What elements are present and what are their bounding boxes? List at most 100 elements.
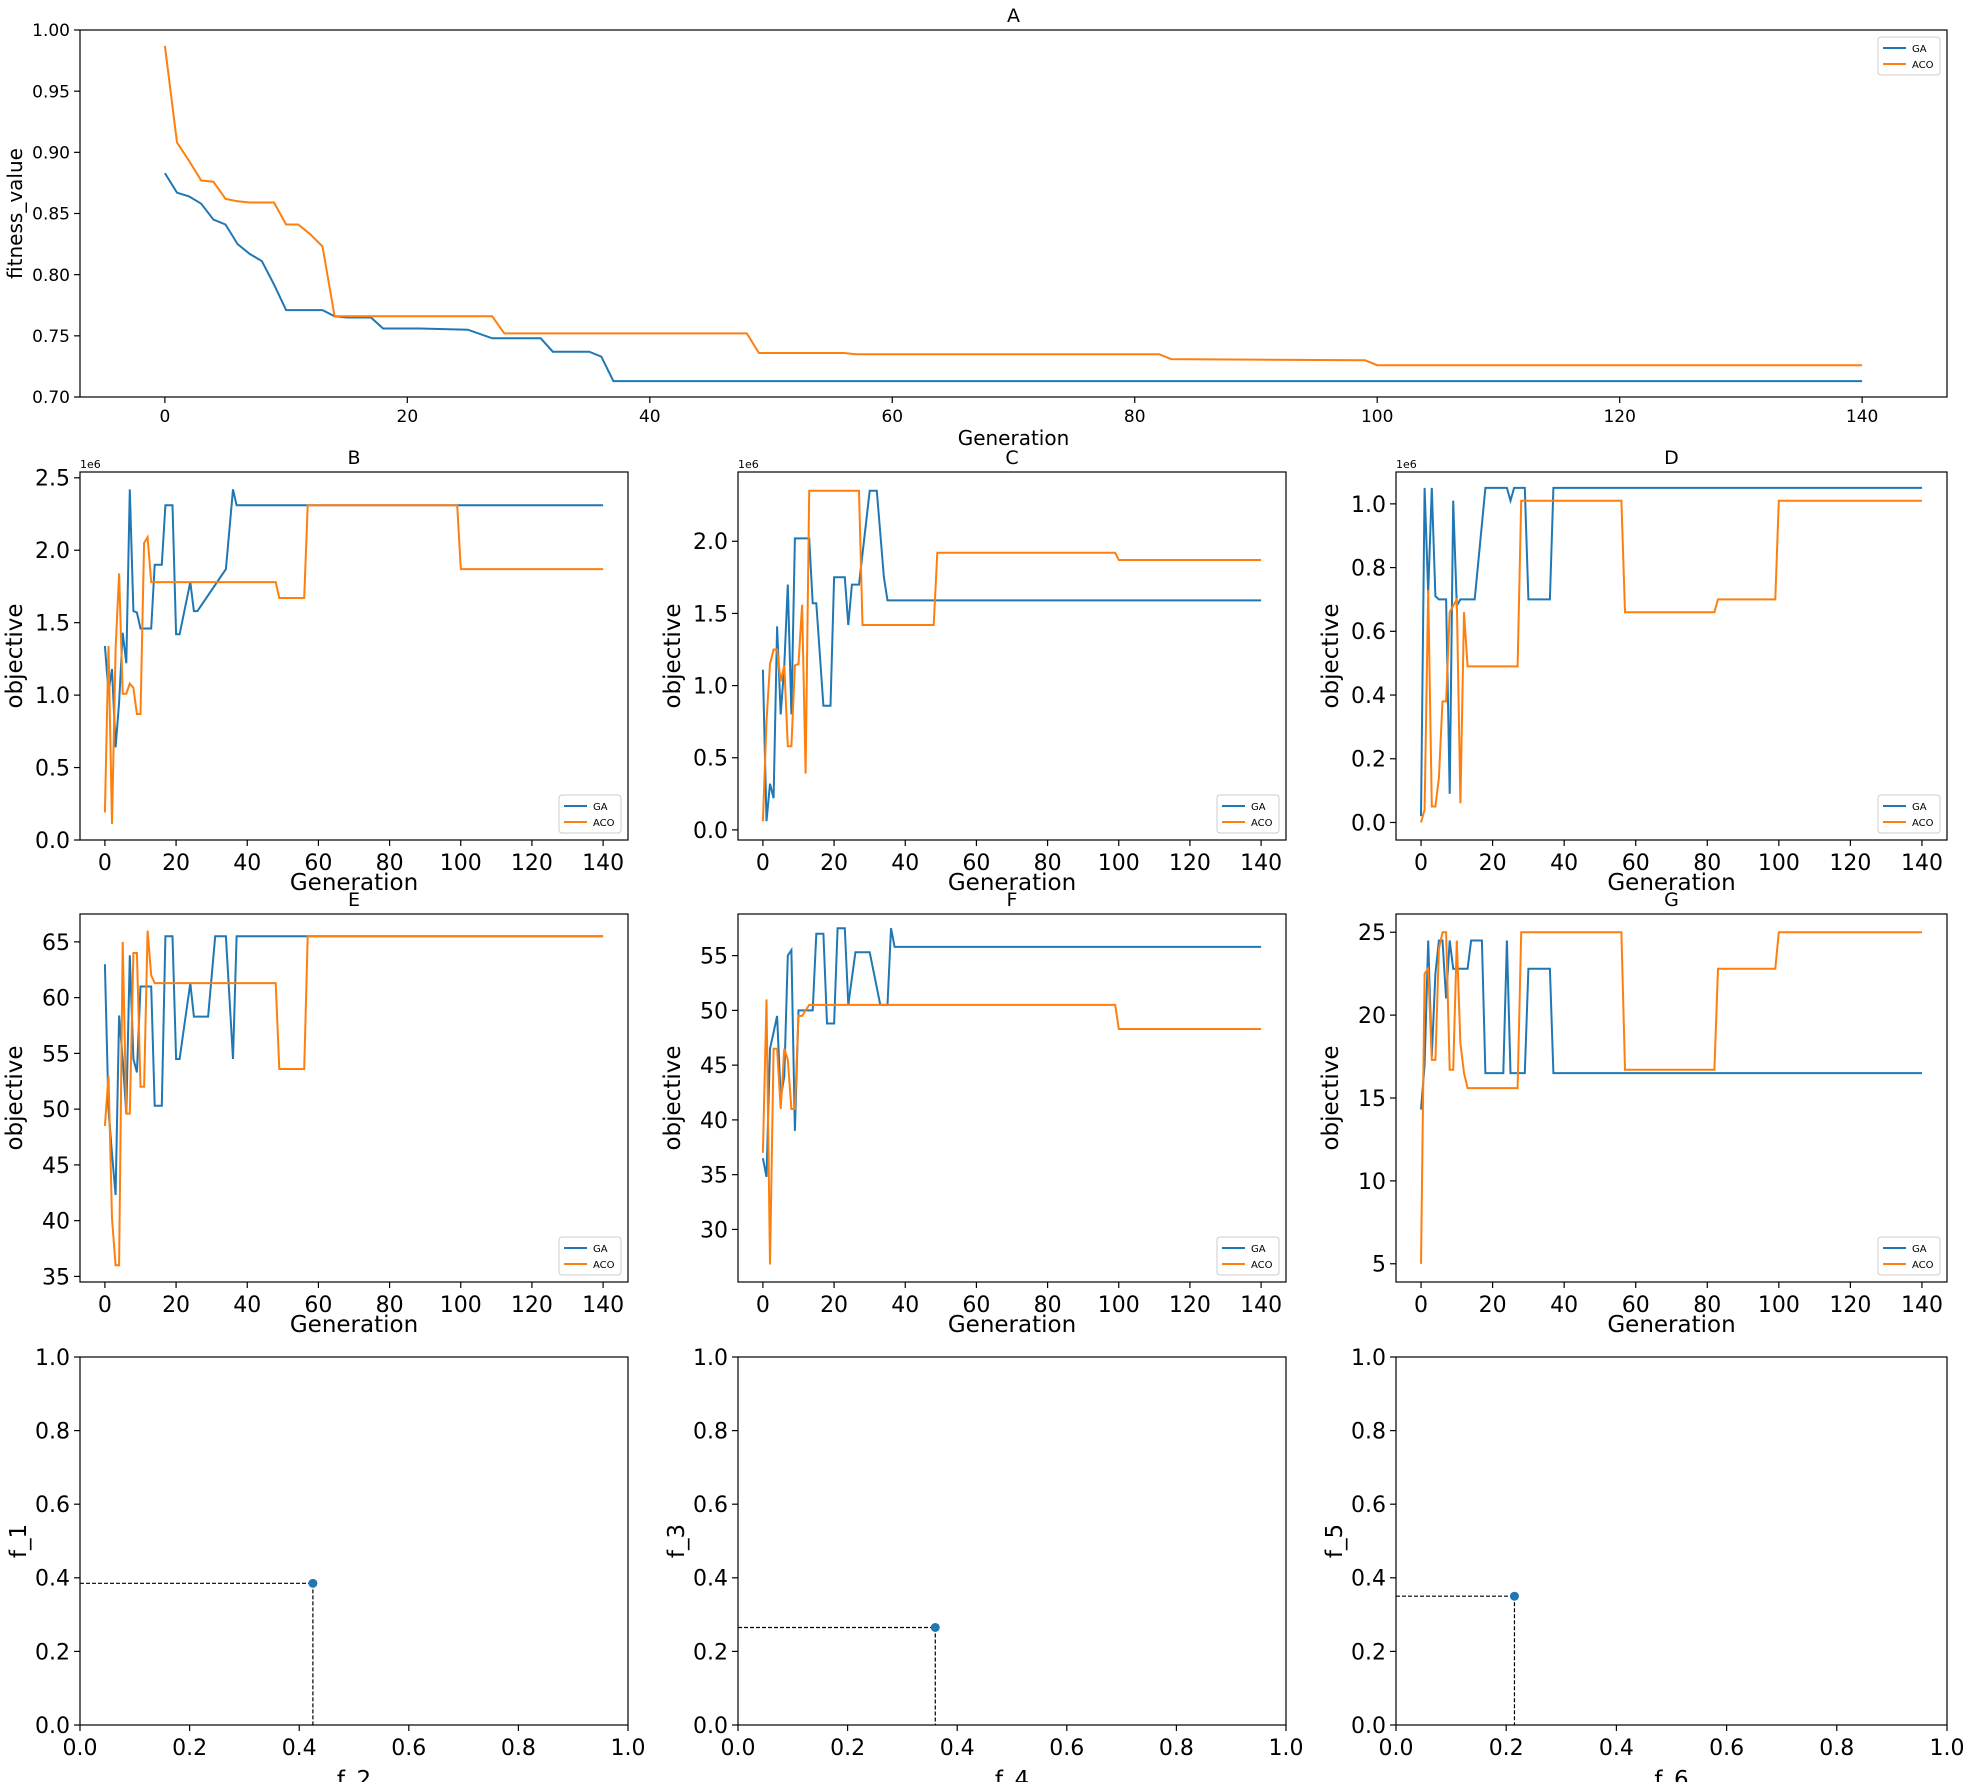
x-axis-label: Generation xyxy=(1607,870,1735,896)
legend-label-ga: GA xyxy=(1251,802,1266,813)
series-line-ga xyxy=(103,935,604,1196)
x-tick-label: 60 xyxy=(962,851,990,876)
series-line-ga xyxy=(164,172,1863,383)
x-tick-label: 60 xyxy=(881,407,903,427)
y-tick-label: 65 xyxy=(42,931,70,956)
chart-g: 0 20 40 60 80 100 120 140 5 10 15 20 25 G Generation ob… xyxy=(1318,889,1948,1338)
x-tick-label: 60 xyxy=(962,1293,990,1318)
x-tick-label: 0.6 xyxy=(1709,1736,1744,1761)
y-tick-label: 0.0 xyxy=(35,829,70,854)
y-tick-label: 1.0 xyxy=(693,1346,728,1371)
y-tick-label: 0.2 xyxy=(1351,748,1386,773)
y-tick-label: 0.6 xyxy=(35,1493,70,1518)
x-tick-label: 0.6 xyxy=(391,1736,426,1761)
x-tick-label: 120 xyxy=(511,851,553,876)
legend-label-ga: GA xyxy=(593,1244,608,1255)
series-line-ga xyxy=(761,927,1262,1178)
x-tick-label: 20 xyxy=(397,407,419,427)
y-tick-label: 0.0 xyxy=(693,1714,728,1739)
chart-title: E xyxy=(348,889,360,911)
x-tick-label: 100 xyxy=(1758,1293,1800,1318)
x-tick-label: 0.8 xyxy=(1819,1736,1854,1761)
y-tick-label: 35 xyxy=(42,1265,70,1290)
plot-frame xyxy=(1395,913,1948,1283)
y-tick-label: 1.00 xyxy=(32,21,70,41)
series-line-aco xyxy=(761,489,1262,822)
y-tick-label: 0.6 xyxy=(1351,620,1386,645)
y-axis-label: fitness_value xyxy=(3,148,27,279)
y-tick-label: 55 xyxy=(700,945,728,970)
y-tick-label: 30 xyxy=(700,1218,728,1243)
x-tick-label: 100 xyxy=(1758,851,1800,876)
x-tick-label: 60 xyxy=(304,851,332,876)
legend: GA ACO xyxy=(1216,794,1280,834)
legend-box xyxy=(1216,794,1280,834)
x-tick-label: 120 xyxy=(1829,851,1871,876)
x-tick-label: 0 xyxy=(756,851,770,876)
x-tick-label: 140 xyxy=(1240,1293,1282,1318)
axis-offset-label: 1e6 xyxy=(738,458,759,471)
legend-box xyxy=(1877,1236,1941,1276)
x-tick-label: 0.2 xyxy=(830,1736,865,1761)
y-tick-label: 0.90 xyxy=(32,143,70,163)
y-axis-label: objective xyxy=(660,603,686,708)
x-tick-label: 80 xyxy=(1693,1293,1721,1318)
x-tick-label: 80 xyxy=(1034,851,1062,876)
series-group xyxy=(103,930,604,1267)
y-axis-label: objective xyxy=(1318,603,1344,708)
chart-c: 0 20 40 60 80 100 120 140 0.0 0.5 1.0 1.5 2.0 C 1e6 Gen… xyxy=(660,447,1287,896)
y-tick-label: 45 xyxy=(700,1054,728,1079)
x-tick-label: 0 xyxy=(98,1293,112,1318)
legend: GA ACO xyxy=(558,1236,622,1276)
x-tick-label: 80 xyxy=(1034,1293,1062,1318)
x-tick-label: 100 xyxy=(1361,407,1393,427)
chart-f: 0 20 40 60 80 100 120 140 30 35 40 45 50 55 F Generatio… xyxy=(660,889,1287,1338)
y-tick-label: 2.0 xyxy=(693,530,728,555)
x-tick-label: 0.2 xyxy=(172,1736,207,1761)
legend-box xyxy=(1877,794,1941,834)
y-tick-label: 5 xyxy=(1372,1253,1386,1278)
y-tick-label: 0.0 xyxy=(693,819,728,844)
legend-label-aco: ACO xyxy=(593,818,615,829)
y-tick-label: 0.2 xyxy=(1351,1640,1386,1665)
x-axis-label: f_6 xyxy=(1654,1767,1688,1782)
y-axis-label: f_3 xyxy=(664,1524,690,1558)
legend-label-ga: GA xyxy=(593,802,608,813)
chart-title: B xyxy=(347,447,360,469)
y-tick-label: 1.0 xyxy=(35,684,70,709)
x-axis-label: Generation xyxy=(948,1312,1076,1338)
x-tick-label: 40 xyxy=(891,851,919,876)
y-tick-label: 0.0 xyxy=(1351,811,1386,836)
y-tick-label: 0.0 xyxy=(1351,1714,1386,1739)
legend: GA ACO xyxy=(1877,794,1941,834)
x-tick-label: 80 xyxy=(376,1293,404,1318)
y-tick-label: 0.8 xyxy=(693,1420,728,1445)
y-tick-label: 0.80 xyxy=(32,266,70,286)
x-tick-label: 1.0 xyxy=(1930,1736,1965,1761)
x-tick-label: 40 xyxy=(233,851,261,876)
chart-a: 0 20 40 60 80 100 120 140 0.70 0.75 0.80 0.85 0.90 0.… xyxy=(3,5,1948,450)
x-tick-label: 140 xyxy=(1901,1293,1943,1318)
x-tick-label: 0 xyxy=(1414,851,1428,876)
chart-p3: 0.0 0.2 0.4 0.6 0.8 1.0 0.0 0.2 0.4 0.6 0.8 1.0 f_6 f… xyxy=(1322,1346,1965,1782)
y-tick-label: 1.0 xyxy=(693,675,728,700)
chart-e: 0 20 40 60 80 100 120 140 35 40 45 50 55 60 65 E Generat… xyxy=(2,889,629,1338)
series-line-aco xyxy=(163,45,1863,367)
x-axis-label: Generation xyxy=(290,1312,418,1338)
series-group xyxy=(761,489,1262,822)
y-tick-label: 40 xyxy=(700,1109,728,1134)
legend-label-aco: ACO xyxy=(593,1260,615,1271)
x-tick-label: 140 xyxy=(1901,851,1943,876)
y-tick-label: 0.0 xyxy=(35,1714,70,1739)
legend-box xyxy=(1877,36,1941,76)
plot-frame xyxy=(737,913,1287,1283)
x-tick-label: 0.4 xyxy=(940,1736,975,1761)
x-tick-label: 120 xyxy=(511,1293,553,1318)
chart-d: 0 20 40 60 80 100 120 140 0.0 0.2 0.4 0.6 0.8 1.0 D 1e6… xyxy=(1318,447,1948,896)
y-tick-label: 55 xyxy=(42,1042,70,1067)
x-tick-label: 0.0 xyxy=(721,1736,756,1761)
series-group xyxy=(1420,931,1922,1264)
y-axis-label: f_1 xyxy=(6,1524,32,1558)
legend-label-aco: ACO xyxy=(1912,1260,1934,1271)
legend-label-aco: ACO xyxy=(1912,60,1934,71)
